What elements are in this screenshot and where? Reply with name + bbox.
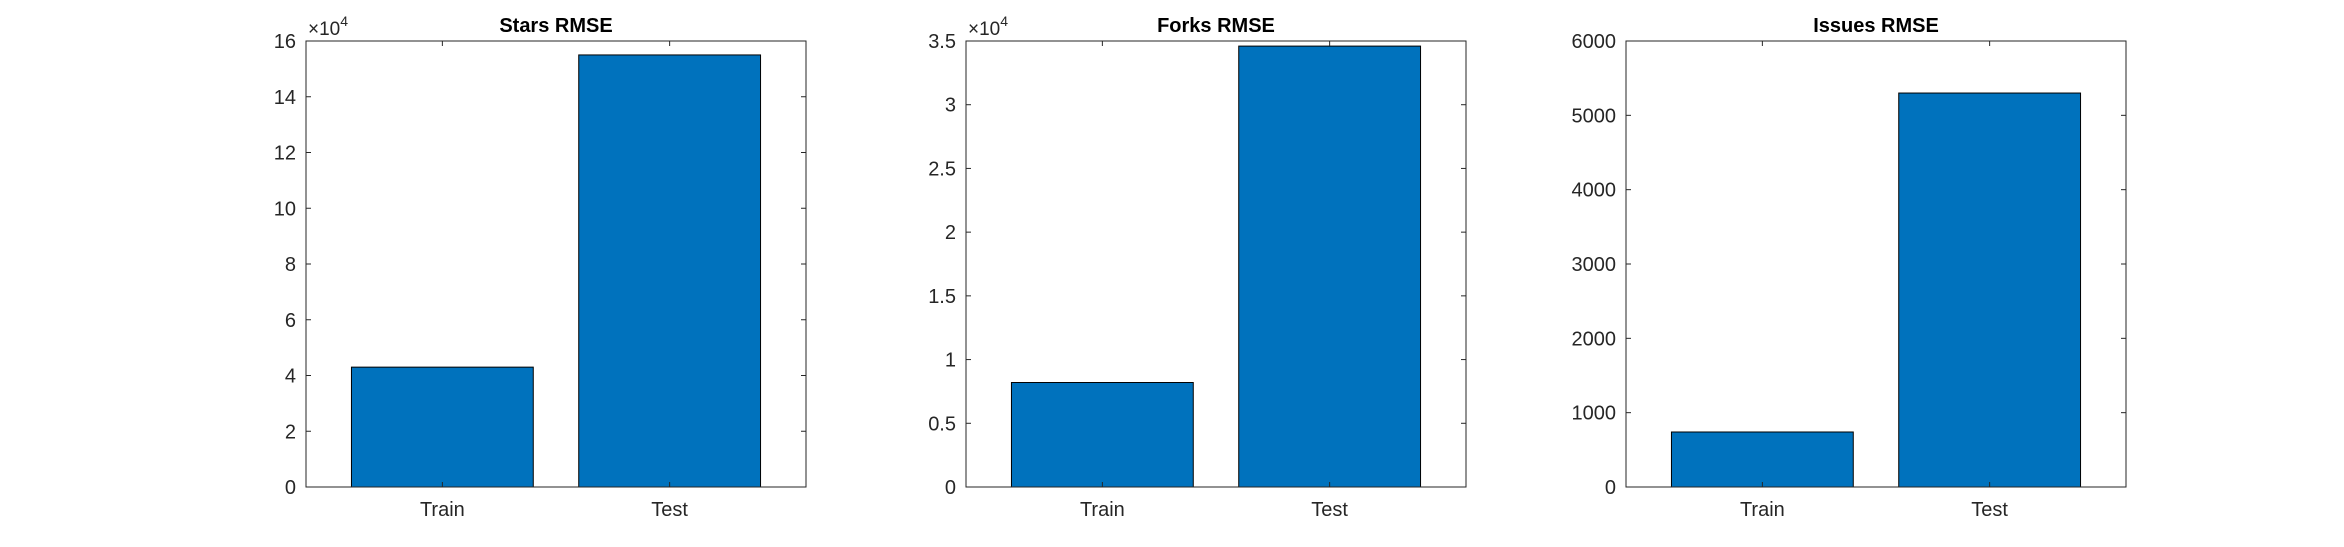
y-tick-label: 14	[274, 87, 296, 109]
chart-2: 0 0.5 1 1.5 2 2.5 3 3.5 Train Test Forks RMSE ×104	[928, 13, 1467, 521]
plot-area-frame	[965, 40, 1467, 488]
y-tick-label: 2	[285, 421, 296, 443]
bar-test	[1898, 92, 2082, 488]
chart-title: Forks RMSE	[1157, 15, 1275, 37]
y-tick-label: 3.5	[928, 31, 956, 53]
y-tick-label: 0	[1605, 477, 1616, 499]
y-exponent-label: ×104	[968, 13, 1008, 40]
x-tick-label-test: Test	[651, 499, 688, 521]
x-tick-label-test: Test	[1971, 499, 2008, 521]
y-tick-label: 6	[285, 310, 296, 332]
y-tick-label: 4	[285, 366, 296, 388]
y-exponent-sup: 4	[1000, 13, 1008, 29]
bar-train	[1010, 382, 1194, 488]
y-tick-label: 6000	[1572, 31, 1617, 53]
x-tick-label-train: Train	[1740, 499, 1785, 521]
chart-3: 0 1000 2000 3000 4000 5000 6000 Train Test Issues…	[1572, 15, 2127, 521]
y-exponent-sup: 4	[340, 13, 348, 29]
y-tick-label: 5000	[1572, 105, 1617, 127]
y-tick-label: 4000	[1572, 180, 1617, 202]
y-tick-label: 8	[285, 254, 296, 276]
bar-test	[1238, 45, 1422, 488]
bar-train	[350, 366, 534, 488]
y-tick-label: 0	[285, 477, 296, 499]
y-tick-label: 2.5	[928, 158, 956, 180]
y-exponent-label: ×104	[308, 13, 348, 40]
y-tick-label: 2000	[1572, 328, 1617, 350]
y-tick-label: 16	[274, 31, 296, 53]
y-tick-label: 1000	[1572, 403, 1617, 425]
y-tick-label: 12	[274, 143, 296, 165]
x-tick-label-test: Test	[1311, 499, 1348, 521]
bar-test	[578, 54, 762, 488]
x-tick-label-train: Train	[420, 499, 465, 521]
chart-1: 0 2 4 6 8 10 12 14 16 Train Test Stars RMSE ×104	[274, 13, 807, 521]
y-tick-label: 1	[945, 350, 956, 372]
y-tick-label: 0.5	[928, 413, 956, 435]
y-tick-label: 1.5	[928, 286, 956, 308]
y-tick-label: 10	[274, 198, 296, 220]
y-tick-label: 0	[945, 477, 956, 499]
y-tick-label: 3000	[1572, 254, 1617, 276]
bar-train	[1670, 431, 1854, 488]
chart-title: Issues RMSE	[1813, 15, 1939, 37]
x-tick-label-train: Train	[1080, 499, 1125, 521]
y-tick-label: 2	[945, 222, 956, 244]
y-tick-label: 3	[945, 95, 956, 117]
chart-title: Stars RMSE	[499, 15, 612, 37]
